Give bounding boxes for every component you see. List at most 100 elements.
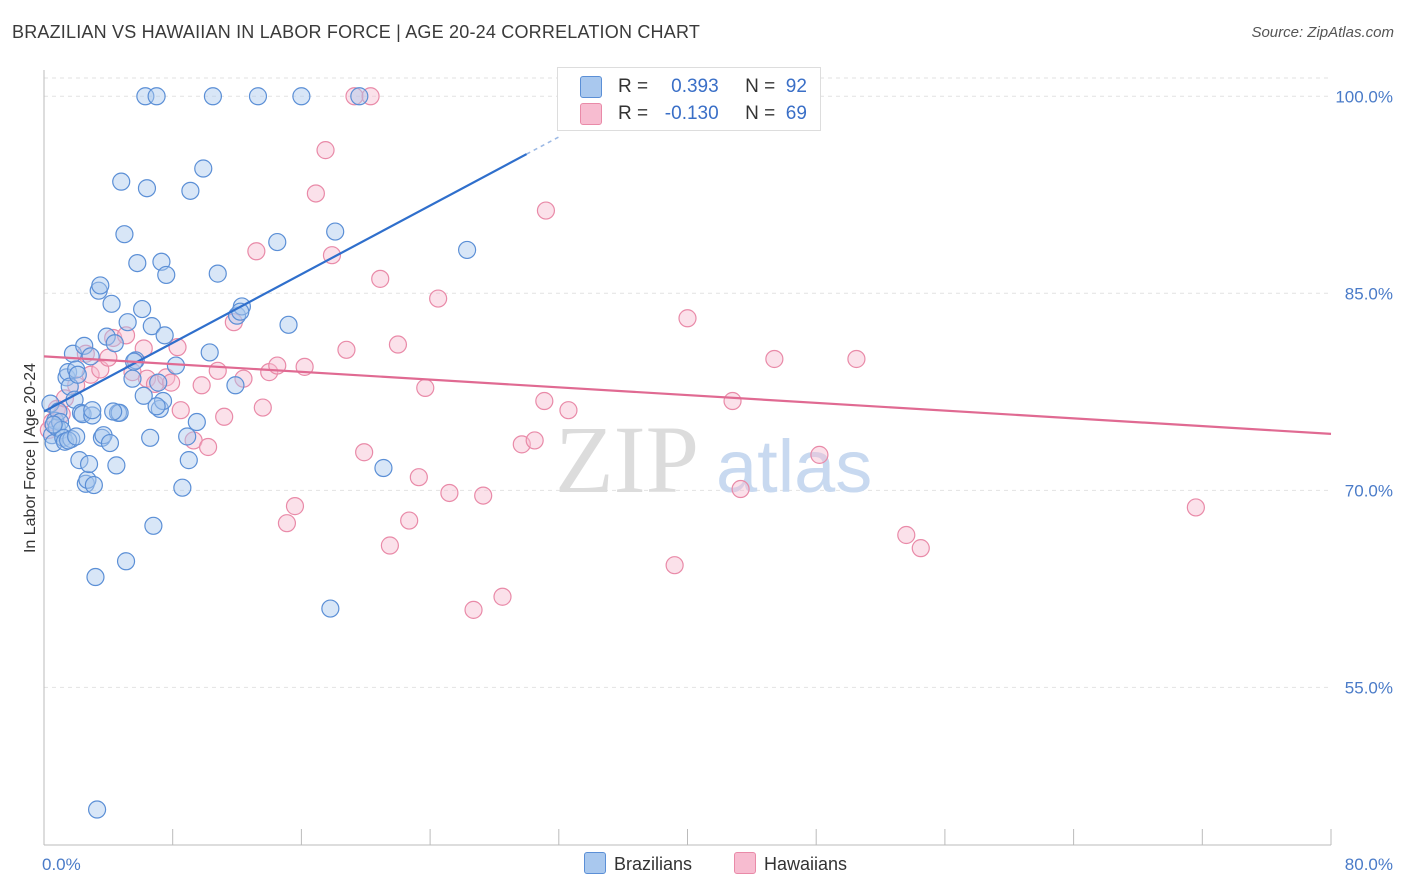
- brazilian-point-42: [115, 225, 134, 244]
- brazilian-point-90: [147, 397, 166, 416]
- hawaiian-point-60: [678, 309, 697, 328]
- brazilian-point-72: [226, 376, 245, 395]
- brazilian-point-20: [73, 405, 92, 424]
- y-tick-label-2: 85.0%: [1345, 284, 1393, 303]
- hawaiian-point-49: [464, 600, 483, 619]
- brazilian-point-18: [70, 451, 89, 470]
- hawaiian-point-42: [380, 536, 399, 555]
- brazilian-point-43: [116, 552, 136, 571]
- hawaiian-point-44: [400, 511, 419, 530]
- y-axis-label: In Labor Force | Age 20-24: [22, 363, 39, 553]
- brazilian-point-54: [144, 516, 163, 535]
- hawaiian-point-68: [1186, 498, 1205, 517]
- brazilian-point-35: [100, 433, 120, 453]
- brazilian-point-25: [81, 347, 100, 366]
- hawaiian-point-39: [355, 443, 374, 462]
- brazilian-point-29: [87, 800, 107, 819]
- brazilian-point-68: [194, 159, 213, 178]
- hawaiian-point-24: [215, 407, 234, 426]
- hawaiian-point-47: [429, 289, 448, 308]
- x-tick-label-0: 0.0%: [42, 855, 81, 874]
- hawaiian-point-59: [665, 556, 684, 575]
- brazilian-point-84: [44, 415, 63, 434]
- brazilian-point-77: [279, 315, 298, 334]
- brazilian-point-21: [75, 336, 94, 355]
- brazilian-point-69: [200, 343, 219, 362]
- brazilian-point-71: [208, 264, 227, 283]
- hawaiian-point-51: [493, 587, 512, 606]
- brazilian-point-28: [86, 567, 105, 587]
- brazilian-point-76: [268, 232, 287, 252]
- hawaiian-trend-line: [43, 355, 1332, 435]
- bottom-brazilian-swatch: [584, 852, 606, 874]
- brazilian-n-label: N =: [745, 76, 776, 97]
- tick-labels: 55.0% 70.0% 85.0% 100.0% 0.0% 80.0%: [42, 87, 1393, 874]
- x-tick-label-1: 80.0%: [1345, 855, 1393, 874]
- brazilian-r-value: 0.393: [671, 76, 719, 97]
- y-tick-label-1: 70.0%: [1345, 481, 1393, 500]
- hawaiian-point-41: [371, 269, 390, 288]
- hawaiian-point-27: [247, 242, 266, 261]
- brazilian-point-86: [67, 427, 86, 446]
- brazilian-n-value: 92: [785, 76, 807, 97]
- brazilian-point-26: [83, 406, 102, 425]
- brazilian-point-4: [47, 418, 66, 437]
- hawaiian-point-64: [810, 445, 829, 464]
- hawaiian-point-23: [208, 361, 227, 380]
- brazilian-point-44: [118, 313, 137, 332]
- brazilian-trend-extension: [526, 136, 560, 155]
- brazilian-r-label: R =: [618, 76, 649, 97]
- watermark-atlas: atlas: [716, 425, 872, 508]
- brazilian-point-65: [179, 451, 198, 470]
- hawaiian-point-17: [161, 373, 181, 392]
- brazilian-point-79: [321, 599, 340, 618]
- hawaiian-r-value: -0.130: [664, 103, 719, 124]
- chart-title: BRAZILIAN VS HAWAIIAN IN LABOR FORCE | A…: [12, 22, 701, 42]
- brazilian-point-47: [128, 253, 147, 273]
- brazilian-points: [41, 87, 477, 819]
- brazilian-point-56: [149, 373, 168, 392]
- hawaiian-point-43: [388, 335, 408, 354]
- brazilian-point-49: [134, 386, 153, 405]
- hawaiian-point-54: [535, 391, 554, 411]
- brazilian-swatch: [580, 76, 602, 98]
- brazilian-point-83: [458, 240, 477, 260]
- brazilian-point-41: [112, 172, 131, 191]
- brazilian-point-66: [181, 181, 200, 200]
- brazilian-point-40: [110, 403, 129, 422]
- hawaiian-point-50: [474, 486, 493, 505]
- brazilian-point-67: [187, 412, 206, 432]
- hawaiian-n-value: 69: [785, 103, 807, 124]
- brazilian-point-52: [141, 428, 160, 447]
- hawaiian-point-67: [911, 539, 930, 558]
- brazilian-point-36: [102, 294, 121, 313]
- brazilian-point-82: [374, 458, 393, 478]
- hawaiian-swatch: [580, 103, 602, 125]
- brazilian-point-60: [155, 326, 174, 345]
- brazilian-point-17: [68, 365, 87, 384]
- hawaiian-point-34: [306, 184, 325, 203]
- bottom-brazilian-label: Brazilians: [614, 854, 693, 874]
- hawaiian-point-48: [440, 483, 459, 503]
- brazilian-point-70: [203, 87, 223, 106]
- brazilian-point-78: [292, 87, 311, 106]
- hawaiian-point-62: [731, 479, 750, 499]
- bottom-legend-brazilians: Brazilians: [584, 852, 692, 875]
- y-tick-label-3: 100.0%: [1335, 87, 1393, 106]
- brazilian-point-27: [84, 475, 103, 495]
- brazilian-point-64: [178, 427, 197, 446]
- brazilian-point-38: [107, 456, 126, 475]
- brazilian-point-24: [79, 454, 99, 474]
- bottom-legend-hawaiians: Hawaiians: [734, 852, 847, 875]
- bottom-hawaiian-swatch: [734, 852, 756, 874]
- hawaiian-point-19: [171, 401, 190, 420]
- brazilian-point-48: [133, 299, 152, 319]
- brazilian-point-53: [142, 317, 161, 336]
- hawaiian-point-21: [192, 376, 211, 395]
- hawaiian-point-66: [897, 525, 916, 545]
- hawaiian-point-46: [416, 378, 435, 397]
- y-tick-label-0: 55.0%: [1345, 678, 1393, 697]
- brazilian-point-63: [173, 478, 192, 497]
- brazilian-point-80: [326, 222, 345, 241]
